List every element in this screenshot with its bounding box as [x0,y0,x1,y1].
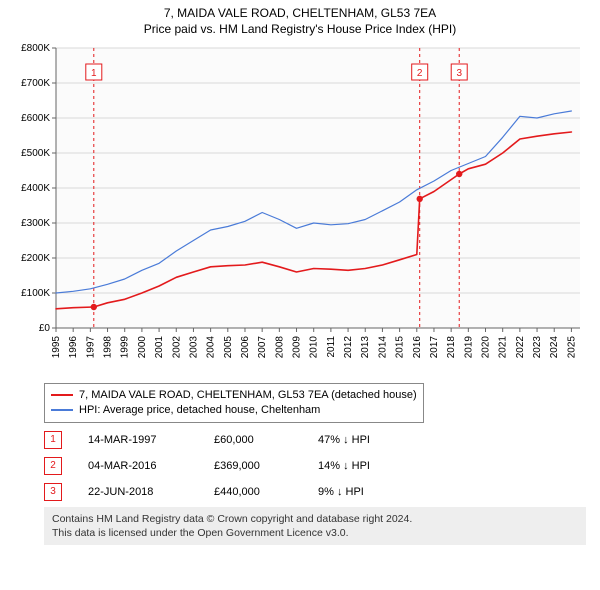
legend: 7, MAIDA VALE ROAD, CHELTENHAM, GL53 7EA… [44,383,424,423]
event-row: 2 04-MAR-2016 £369,000 14% ↓ HPI [44,457,586,475]
event-marker: 2 [44,457,62,475]
svg-text:2024: 2024 [549,336,560,359]
event-diff: 9% ↓ HPI [318,486,364,498]
event-row: 3 22-JUN-2018 £440,000 9% ↓ HPI [44,483,586,501]
svg-text:2023: 2023 [532,336,543,359]
legend-label-hpi: HPI: Average price, detached house, Chel… [79,403,320,418]
svg-text:2005: 2005 [223,336,234,359]
svg-text:£400K: £400K [21,183,50,194]
event-row: 1 14-MAR-1997 £60,000 47% ↓ HPI [44,431,586,449]
legend-swatch-hpi [51,409,73,411]
chart-container: £0 £100K £200K £300K £400K £500K £600K £700K £80… [10,42,590,377]
svg-text:£500K: £500K [21,148,50,159]
svg-text:2018: 2018 [446,336,457,359]
svg-text:2020: 2020 [481,336,492,359]
chart-subtitle: Price paid vs. HM Land Registry's House … [10,22,590,36]
svg-text:3: 3 [456,68,462,79]
svg-text:2003: 2003 [188,336,199,359]
svg-text:2022: 2022 [515,336,526,359]
svg-text:1: 1 [91,68,97,79]
svg-text:2014: 2014 [377,336,388,359]
svg-text:£200K: £200K [21,253,50,264]
svg-text:2008: 2008 [274,336,285,359]
svg-text:2013: 2013 [360,336,371,359]
svg-text:1995: 1995 [51,336,62,359]
svg-text:£800K: £800K [21,43,50,54]
svg-text:2009: 2009 [292,336,303,359]
events-table: 1 14-MAR-1997 £60,000 47% ↓ HPI 2 04-MAR-2016… [44,431,586,501]
event-marker: 3 [44,483,62,501]
svg-text:1997: 1997 [85,336,96,359]
svg-text:2004: 2004 [206,336,217,359]
svg-text:£100K: £100K [21,288,50,299]
event-diff: 14% ↓ HPI [318,460,370,472]
legend-row-property: 7, MAIDA VALE ROAD, CHELTENHAM, GL53 7EA… [51,388,417,403]
svg-text:2: 2 [417,68,423,79]
svg-text:1998: 1998 [103,336,114,359]
legend-label-property: 7, MAIDA VALE ROAD, CHELTENHAM, GL53 7EA… [79,388,417,403]
svg-text:2006: 2006 [240,336,251,359]
svg-text:2011: 2011 [326,336,337,358]
event-price: £60,000 [214,434,292,446]
legend-row-hpi: HPI: Average price, detached house, Chel… [51,403,417,418]
svg-text:2015: 2015 [395,336,406,359]
event-date: 04-MAR-2016 [88,460,188,472]
event-price: £369,000 [214,460,292,472]
svg-text:£0: £0 [39,323,51,334]
svg-text:2001: 2001 [154,336,165,359]
svg-text:£600K: £600K [21,113,50,124]
svg-text:2019: 2019 [463,336,474,359]
svg-text:1999: 1999 [120,336,131,359]
footnote: Contains HM Land Registry data © Crown c… [44,507,586,545]
event-marker: 1 [44,431,62,449]
svg-text:£300K: £300K [21,218,50,229]
footnote-line1: Contains HM Land Registry data © Crown c… [52,512,578,526]
legend-swatch-property [51,394,73,396]
svg-text:2021: 2021 [498,336,509,359]
svg-text:2000: 2000 [137,336,148,359]
svg-text:2010: 2010 [309,336,320,359]
footnote-line2: This data is licensed under the Open Gov… [52,526,578,540]
svg-text:2017: 2017 [429,336,440,359]
svg-text:2016: 2016 [412,336,423,359]
svg-text:2007: 2007 [257,336,268,359]
event-diff: 47% ↓ HPI [318,434,370,446]
svg-text:2012: 2012 [343,336,354,359]
price-chart: £0 £100K £200K £300K £400K £500K £600K £700K £80… [10,42,588,372]
chart-title: 7, MAIDA VALE ROAD, CHELTENHAM, GL53 7EA [10,6,590,20]
svg-text:1996: 1996 [68,336,79,359]
svg-text:2002: 2002 [171,336,182,359]
event-date: 14-MAR-1997 [88,434,188,446]
event-price: £440,000 [214,486,292,498]
svg-text:£700K: £700K [21,78,50,89]
svg-text:2025: 2025 [566,336,577,359]
event-date: 22-JUN-2018 [88,486,188,498]
